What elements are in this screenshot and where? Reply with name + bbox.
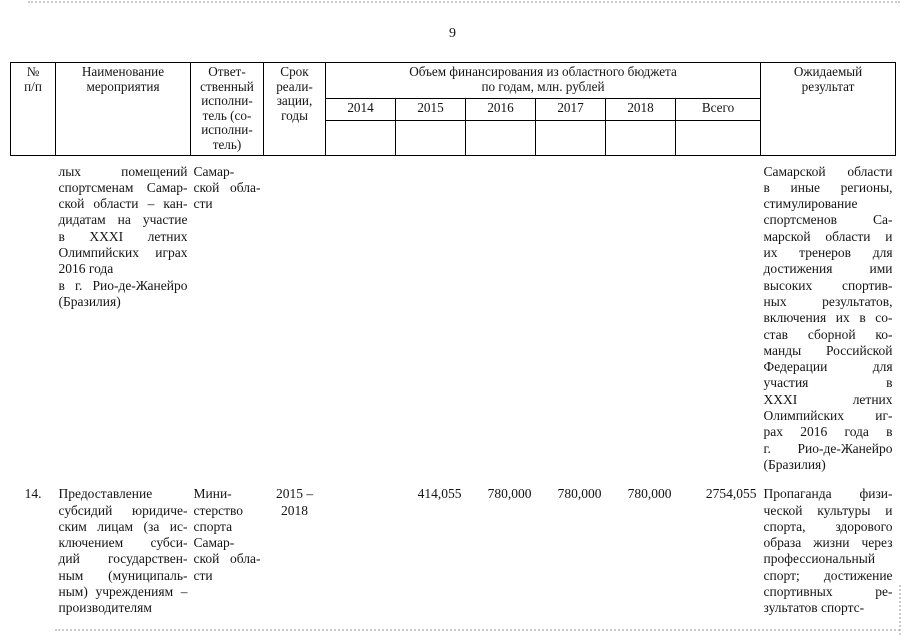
header-year-2016: 2016 bbox=[465, 98, 536, 122]
activity-name-cell: лых помещений спортсменам Самар-ской обла… bbox=[58, 163, 188, 309]
header-num: № п/п bbox=[10, 62, 56, 156]
header-year-total: Всего bbox=[674, 98, 762, 122]
executor-cell: Мини-стерство спорта Самар-ской обла-сти bbox=[193, 486, 261, 583]
value-2017-cell: 780,000 bbox=[557, 486, 602, 502]
value-2017-cell bbox=[536, 155, 606, 473]
expected-result-cell: Самарской области в иные регионы, стимулир… bbox=[763, 163, 893, 472]
value-2014-cell bbox=[326, 473, 396, 616]
value-2016-cell: 780,000 bbox=[487, 486, 532, 502]
header-spacer-cell bbox=[535, 120, 606, 156]
header-year-2014: 2014 bbox=[325, 98, 396, 122]
header-year-2015: 2015 bbox=[395, 98, 466, 122]
value-2018-cell bbox=[606, 155, 676, 473]
header-year-2018: 2018 bbox=[605, 98, 676, 122]
header-spacer-cell bbox=[465, 120, 536, 156]
value-2015-cell bbox=[396, 155, 466, 473]
page-number: 9 bbox=[449, 26, 456, 41]
activity-name-cell: Предоставление субсидий юридиче-ским лица… bbox=[58, 486, 188, 616]
row-number-cell bbox=[11, 155, 56, 473]
header-executor: Ответ- ственный исполни- тель (со- испол… bbox=[190, 62, 264, 156]
expected-result-cell: Пропаганда физи-ческой культуры и спорта,… bbox=[763, 486, 893, 616]
value-2016-cell bbox=[466, 155, 536, 473]
value-2015-cell: 414,055 bbox=[417, 486, 462, 502]
term-cell bbox=[264, 155, 326, 473]
row-number-cell: 14. bbox=[24, 486, 42, 502]
financing-table: № п/п Наименование мероприятия Ответ- ст… bbox=[10, 61, 897, 617]
header-spacer-cell bbox=[395, 120, 466, 156]
scan-artifact-top bbox=[28, 1, 900, 3]
header-activity-name: Наименование мероприятия bbox=[55, 62, 191, 156]
table-row-14: 14. Предоставление субсидий юридиче-ским … bbox=[11, 473, 896, 616]
header-year-2017: 2017 bbox=[535, 98, 606, 122]
value-total-cell: 2754,055 bbox=[705, 486, 757, 502]
value-2014-cell bbox=[326, 155, 396, 473]
executor-cell: Самар-ской обла-сти bbox=[193, 163, 261, 212]
scan-artifact-bottom bbox=[55, 629, 900, 631]
header-expected-result: Ожидаемый результат bbox=[760, 62, 897, 156]
header-spacer-cell bbox=[325, 120, 396, 156]
value-2018-cell: 780,000 bbox=[627, 486, 672, 502]
header-spacer-cell bbox=[674, 120, 762, 156]
scan-artifact-right bbox=[899, 585, 901, 635]
table-row-continuation: лых помещений спортсменам Самар-ской обла… bbox=[11, 155, 896, 473]
header-funding: Объем финансирования из областного бюдже… bbox=[324, 61, 762, 100]
header-spacer-cell bbox=[605, 120, 676, 156]
value-total-cell bbox=[676, 155, 761, 473]
term-cell: 2015 – 2018 bbox=[275, 486, 314, 518]
header-term: Срок реали- зации, годы bbox=[263, 62, 326, 156]
